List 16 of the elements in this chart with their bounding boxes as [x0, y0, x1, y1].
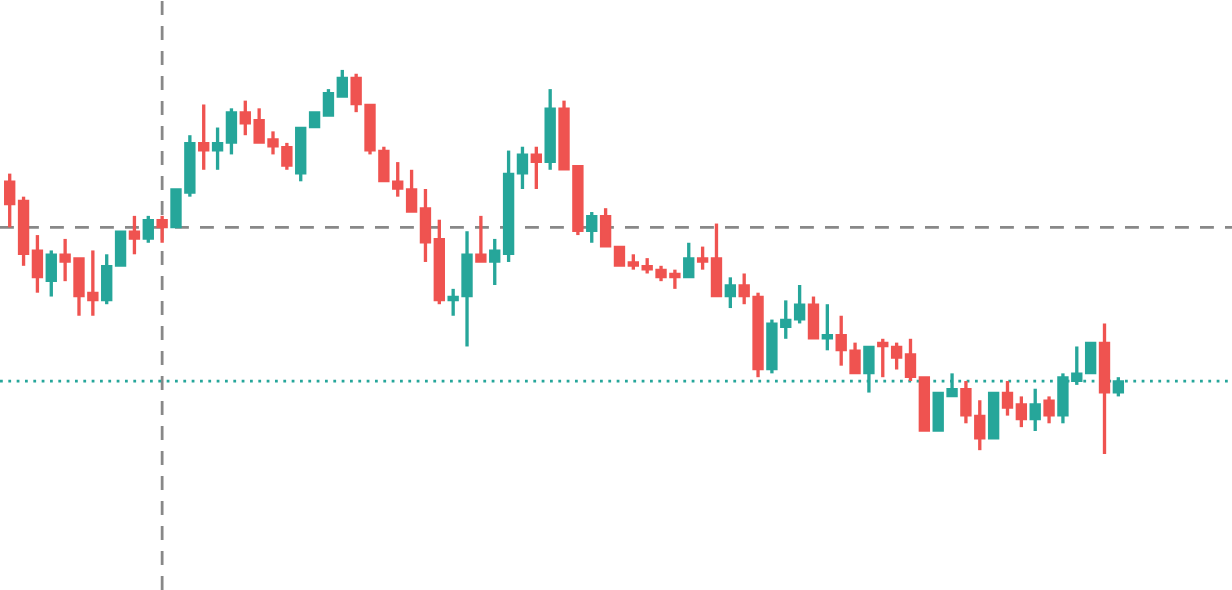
candlestick [1029, 387, 1041, 433]
candlestick [156, 214, 168, 245]
candlestick [475, 214, 487, 264]
candlestick [1043, 394, 1055, 425]
candlestick [45, 248, 57, 299]
candlestick [530, 145, 543, 191]
candlestick [807, 294, 820, 341]
candlestick [128, 214, 141, 256]
candlestick [987, 391, 1000, 440]
candlestick [142, 214, 154, 245]
candlestick [821, 302, 834, 352]
candlestick [198, 102, 210, 172]
candlestick [683, 241, 695, 279]
candlestick [863, 344, 875, 395]
candlestick [586, 210, 598, 245]
candlestick [724, 275, 737, 310]
